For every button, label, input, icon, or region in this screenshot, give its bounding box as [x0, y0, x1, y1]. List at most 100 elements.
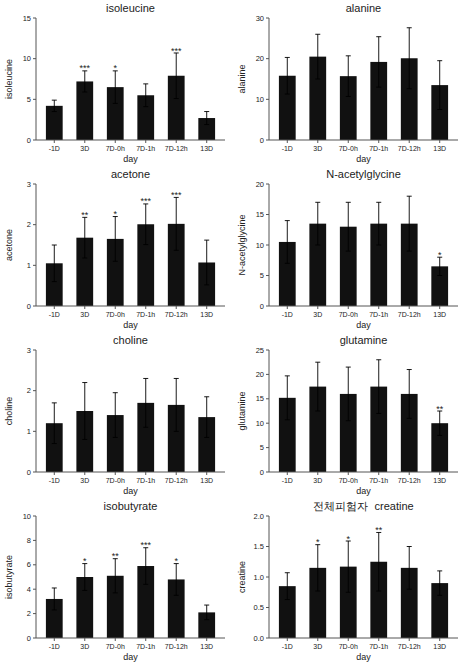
- panel: 0246810-1D3D7D-0h7D-1h7D-12h13D*******is…: [4, 500, 225, 662]
- annotation: *: [438, 250, 442, 260]
- y-tick-label: 0: [27, 634, 31, 643]
- error-bar: [82, 217, 87, 258]
- panel: 0123-1D3D7D-0h7D-1h7D-12h13D*********ace…: [4, 168, 225, 330]
- y-tick-label: 5: [260, 443, 264, 452]
- error-bar: [315, 362, 320, 411]
- error-bar: [174, 53, 179, 99]
- x-axis: [269, 638, 458, 639]
- error-bar: [82, 383, 87, 440]
- y-tick-label: 0.0: [254, 634, 264, 643]
- y-axis: [269, 516, 270, 638]
- annotation: **: [112, 551, 120, 561]
- title: 전체피험자 creatine: [313, 500, 413, 512]
- title: acetone: [111, 168, 150, 180]
- annotation: ***: [140, 196, 151, 206]
- x-tick-label: 13D: [433, 477, 446, 484]
- title: alanine: [346, 2, 381, 14]
- x-tick-label: -1D: [49, 311, 60, 318]
- x-axis: [36, 306, 225, 307]
- plot-area: [279, 360, 448, 472]
- title: isobutyrate: [104, 500, 158, 512]
- x-tick: [378, 306, 379, 309]
- annotation: *: [83, 556, 87, 566]
- error-bar: [376, 532, 381, 591]
- error-bar: [285, 573, 290, 600]
- y-tick-label: 0.5: [254, 603, 264, 612]
- x-tick-label: 7D-12h: [398, 311, 421, 318]
- x-axis-label: day: [123, 486, 138, 496]
- x-tick-label: 7D-12h: [165, 477, 188, 484]
- x-tick: [317, 306, 318, 309]
- x-tick: [287, 472, 288, 475]
- y-axis: [36, 516, 37, 638]
- x-tick-label: 3D: [313, 311, 322, 318]
- x-tick-label: 3D: [313, 477, 322, 484]
- y-tick-label: 1: [27, 427, 31, 436]
- y-tick-label: 2.0: [254, 512, 264, 521]
- figure: 051015-1D3D7D-0h7D-1h7D-12h13D*******iso…: [0, 0, 466, 664]
- error-bar: [143, 204, 148, 245]
- x-tick: [145, 140, 146, 143]
- x-tick: [378, 472, 379, 475]
- x-tick-label: 7D-12h: [165, 145, 188, 152]
- y-axis-label: creatine: [237, 561, 247, 593]
- y-tick-label: 2: [27, 220, 31, 229]
- x-tick: [439, 140, 440, 143]
- x-tick-label: 7D-0h: [106, 311, 125, 318]
- panel: 0102030-1D3D7D-0h7D-1h7D-12h13Dalanineal…: [237, 2, 458, 164]
- error-bar: [285, 376, 290, 420]
- x-tick-label: 3D: [80, 145, 89, 152]
- error-bar: [437, 571, 442, 595]
- x-tick-label: 7D-12h: [398, 145, 421, 152]
- x-axis: [36, 140, 225, 141]
- error-bar: [437, 411, 442, 435]
- title: glutamine: [340, 334, 388, 346]
- x-tick: [115, 140, 116, 143]
- y-tick-label: 0: [27, 302, 31, 311]
- y-tick-label: 0: [260, 136, 264, 145]
- title: choline: [113, 334, 148, 346]
- x-axis: [269, 306, 458, 307]
- panel: 051015-1D3D7D-0h7D-1h7D-12h13D*******iso…: [4, 2, 225, 164]
- x-tick: [206, 638, 207, 641]
- y-tick-label: 15: [23, 14, 31, 23]
- y-axis-label: glutamine: [237, 391, 247, 430]
- x-axis: [36, 472, 225, 473]
- x-tick: [378, 140, 379, 143]
- x-tick: [409, 638, 410, 641]
- x-tick: [145, 306, 146, 309]
- x-axis: [269, 140, 458, 141]
- x-tick: [84, 638, 85, 641]
- x-tick: [317, 472, 318, 475]
- x-tick-label: 13D: [200, 145, 213, 152]
- error-bar: [174, 378, 179, 431]
- x-tick-label: -1D: [49, 643, 60, 650]
- x-tick: [176, 306, 177, 309]
- x-tick: [176, 472, 177, 475]
- x-tick: [115, 306, 116, 309]
- y-tick-label: 10: [23, 54, 31, 63]
- y-tick-label: 1: [27, 261, 31, 270]
- x-tick: [317, 140, 318, 143]
- error-bar: [376, 202, 381, 245]
- title: N-acetylglycine: [326, 168, 401, 180]
- error-bar: [407, 196, 412, 251]
- error-bar: [285, 221, 290, 264]
- x-tick: [348, 140, 349, 143]
- y-tick-label: 8: [27, 536, 31, 545]
- y-tick-label: 20: [256, 180, 264, 189]
- x-axis: [269, 472, 458, 473]
- error-bar: [174, 564, 179, 596]
- x-tick: [145, 638, 146, 641]
- error-bar: [113, 393, 118, 438]
- x-tick-label: -1D: [282, 477, 293, 484]
- error-bar: [204, 605, 209, 620]
- y-tick-label: 5: [27, 95, 31, 104]
- error-bar: [113, 217, 118, 262]
- error-bar: [52, 100, 57, 111]
- x-tick: [54, 140, 55, 143]
- error-bar: [437, 257, 442, 275]
- x-tick: [206, 140, 207, 143]
- x-tick: [84, 306, 85, 309]
- panel: 0123-1D3D7D-0h7D-1h7D-12h13Dcholinecholi…: [4, 334, 225, 496]
